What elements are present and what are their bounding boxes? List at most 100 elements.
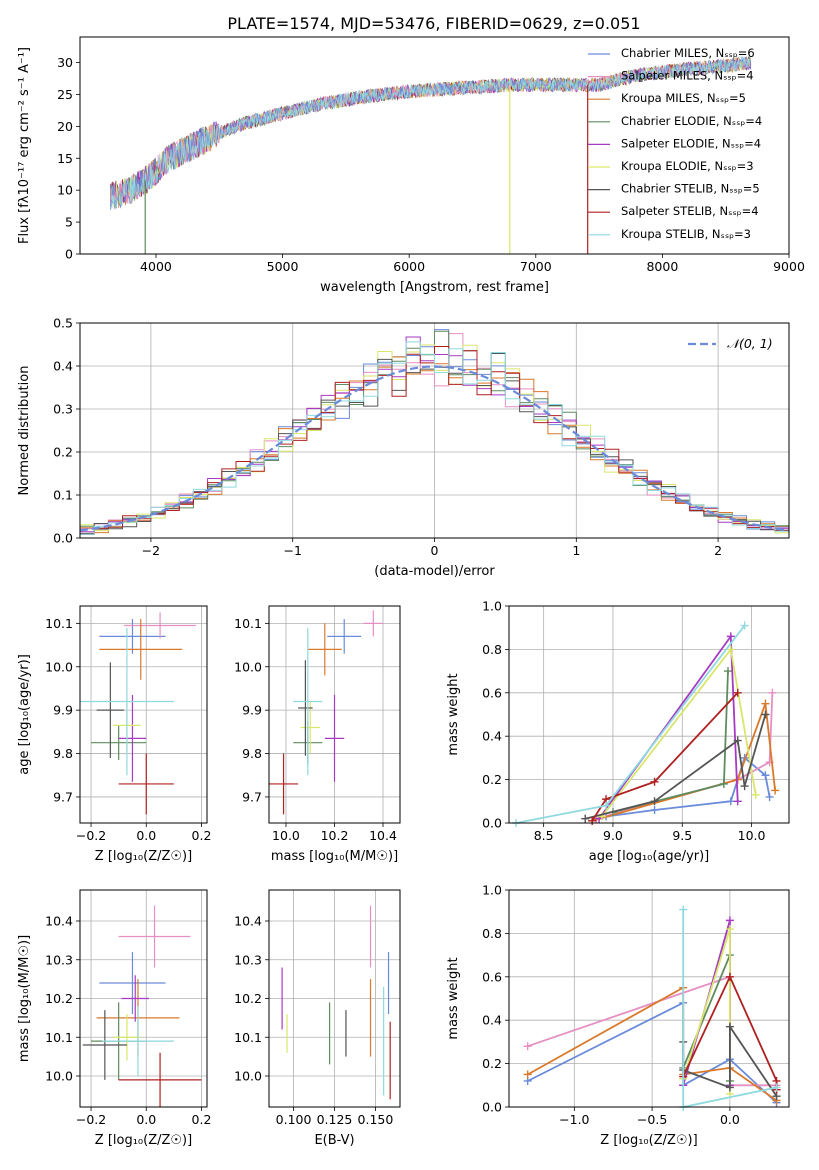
- x-tick-label: 0.100: [276, 1112, 312, 1127]
- plot-frame: [508, 605, 790, 824]
- x-tick-label: 0.2: [192, 828, 212, 843]
- y-tick-label: 1.0: [482, 883, 502, 898]
- weight-marker: [772, 1083, 781, 1092]
- x-tick-label: 2: [714, 543, 722, 558]
- panel-age_vs_mass: 10.0 10.2 10.4 9.7 9.8 9.9 10.0 10.1 mass [log₁₀…: [234, 605, 401, 864]
- panel-weight_vs_age: 8.5 9.0 9.5 10.0 0.0 0.2 0.4 0.6 0.8 1.0 age [log₁…: [446, 599, 790, 864]
- weight-line-2: [591, 703, 776, 822]
- y-tick-label: 10.4: [234, 914, 262, 929]
- weight-line-8: [515, 624, 746, 824]
- legend-entry: Salpeter ELODIE, Nₛₛₚ=4: [621, 136, 761, 150]
- x-tick-label: 6000: [393, 259, 425, 274]
- x-tick-label: 0: [431, 543, 439, 558]
- x-tick-label: 0.0: [136, 828, 156, 843]
- y-tick-label: 5: [65, 215, 73, 230]
- spectrum-line-8: [110, 55, 752, 209]
- weight-marker: [771, 786, 780, 795]
- plot-frame: [268, 605, 401, 824]
- x-tick-label: −1: [283, 543, 301, 558]
- weight-line-7: [591, 692, 739, 822]
- weight-marker: [725, 925, 734, 934]
- x-tick-label: −1.0: [559, 1112, 589, 1127]
- y-tick-label: 0.3: [53, 402, 73, 417]
- y-tick-label: 0.2: [53, 445, 73, 460]
- x-tick-label: 10.4: [369, 828, 397, 843]
- y-tick-label: 0.1: [53, 488, 73, 503]
- weight-marker: [761, 771, 770, 780]
- x-tick-label: 0.0: [720, 1112, 740, 1127]
- legend-entry-normal: 𝒩(0, 1): [727, 336, 773, 351]
- plot-frame: [79, 605, 208, 824]
- legend-entry: Salpeter MILES, Nₛₛₚ=4: [621, 69, 754, 83]
- spectrum-line-0: [110, 56, 752, 211]
- y-tick-label: 30: [57, 55, 73, 70]
- y-axis-label: mass weight: [446, 673, 461, 755]
- weight-marker: [581, 814, 590, 823]
- x-axis-label: Z [log₁₀(Z/Z☉)]: [600, 1133, 697, 1148]
- y-tick-label: 10.0: [234, 1069, 262, 1084]
- normal-curve: [79, 365, 790, 532]
- x-axis-label: (data-model)/error: [374, 564, 495, 579]
- y-tick-label: 10.1: [45, 1030, 73, 1045]
- weight-marker: [733, 797, 742, 806]
- legend-entry: Salpeter STELIB, Nₛₛₚ=4: [621, 204, 759, 218]
- weight-marker: [761, 710, 770, 719]
- x-tick-label: 9.5: [672, 828, 692, 843]
- y-tick-label: 10.2: [234, 991, 262, 1006]
- y-tick-label: 9.9: [242, 703, 262, 718]
- panel-spectrum: 4000 5000 6000 7000 8000 9000 0 5 10 15 20 25 30 wave…: [17, 36, 805, 295]
- y-tick-label: 15: [57, 151, 73, 166]
- y-tick-label: 20: [57, 119, 73, 134]
- y-tick-label: 0.5: [53, 316, 73, 331]
- x-tick-label: 10.0: [738, 828, 766, 843]
- y-tick-label: 10.2: [45, 991, 73, 1006]
- x-tick-label: 5000: [267, 259, 299, 274]
- plot-frame: [79, 36, 790, 255]
- x-tick-label: 8.5: [534, 828, 554, 843]
- weight-marker: [751, 790, 760, 799]
- legend-entry: Chabrier STELIB, Nₛₛₚ=5: [621, 182, 760, 196]
- x-tick-label: −0.2: [76, 828, 106, 843]
- y-tick-label: 0.4: [53, 359, 73, 374]
- y-tick-label: 0.8: [482, 926, 502, 941]
- y-tick-label: 10.1: [234, 616, 262, 631]
- plot-frame: [508, 889, 790, 1108]
- y-tick-label: 0.0: [482, 1100, 502, 1115]
- weight-marker: [725, 1022, 734, 1031]
- x-axis-label: Z [log₁₀(Z/Z☉)]: [95, 1133, 192, 1148]
- figure-title: PLATE=1574, MJD=53476, FIBERID=0629, z=0…: [227, 14, 640, 33]
- weight-marker: [523, 1042, 532, 1051]
- legend-entry: Chabrier MILES, Nₛₛₚ=6: [621, 46, 755, 60]
- y-tick-label: 0.0: [482, 816, 502, 831]
- panel-residuals: −2 −1 0 1 2 0.0 0.1 0.2 0.3 0.4 0.5 (data-model)/er…: [17, 316, 790, 579]
- x-tick-label: 8000: [646, 259, 678, 274]
- y-tick-label: 0.8: [482, 642, 502, 657]
- weight-marker: [725, 1083, 734, 1092]
- y-tick-label: 0.4: [482, 1013, 502, 1028]
- x-tick-label: 7000: [520, 259, 552, 274]
- panel-mass_vs_ebv: 0.100 0.125 0.150 10.0 10.1 10.2 10.3 10.4 E(B-V…: [234, 889, 401, 1148]
- weight-marker: [733, 688, 742, 697]
- y-tick-label: 0.2: [482, 772, 502, 787]
- weight-marker: [724, 667, 733, 676]
- y-tick-label: 10.1: [234, 1030, 262, 1045]
- y-tick-label: 10.4: [45, 914, 73, 929]
- panel-weight_vs_Z: −1.0 −0.5 0.0 0.0 0.2 0.4 0.6 0.8 1.0 Z [log₁₀(Z/…: [446, 883, 790, 1148]
- plot-frame: [79, 322, 790, 539]
- y-tick-label: 10.3: [45, 952, 73, 967]
- y-tick-label: 9.8: [53, 746, 73, 761]
- y-tick-label: 0: [65, 247, 73, 262]
- weight-marker: [726, 797, 735, 806]
- y-tick-label: 0.2: [482, 1056, 502, 1071]
- x-tick-label: 0.2: [192, 1112, 212, 1127]
- legend-entry: Chabrier ELODIE, Nₛₛₚ=4: [621, 114, 762, 128]
- y-tick-label: 0.4: [482, 729, 502, 744]
- y-tick-label: 0.6: [482, 685, 502, 700]
- x-axis-label: E(B-V): [314, 1133, 354, 1148]
- x-tick-label: 0.125: [317, 1112, 353, 1127]
- y-axis-label: age [log₁₀(age/yr)]: [17, 654, 32, 775]
- y-tick-label: 10.0: [45, 659, 73, 674]
- legend-entry: Kroupa STELIB, Nₛₛₚ=3: [621, 227, 751, 241]
- y-axis-label: Flux [fλ10⁻¹⁷ erg cm⁻² s⁻¹ A⁻¹]: [17, 47, 32, 244]
